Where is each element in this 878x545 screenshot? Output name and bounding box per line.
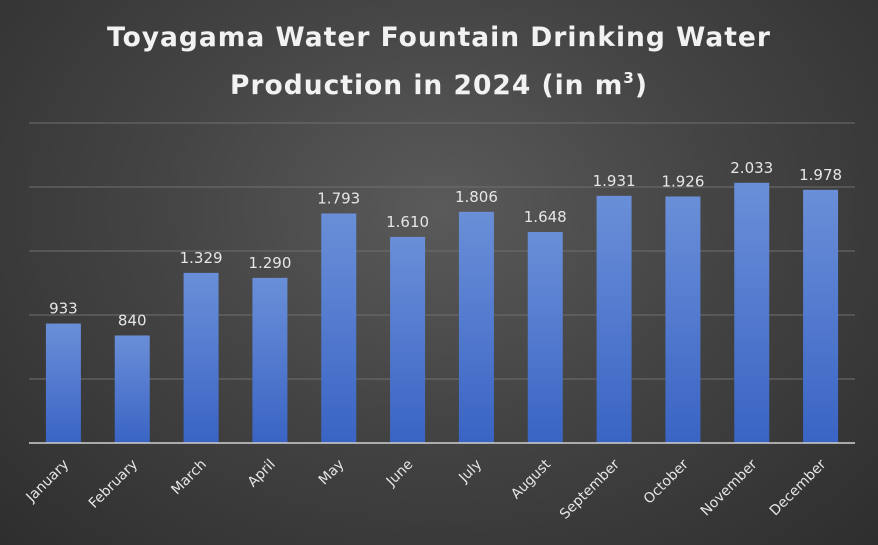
bar-june: [390, 236, 426, 443]
data-label-september: 1.931: [593, 172, 636, 190]
bar-september: [596, 195, 632, 443]
tick-label-july: July: [455, 457, 485, 487]
tick-label-september: September: [557, 456, 623, 522]
data-label-august: 1.648: [524, 208, 567, 226]
tick-label-may: May: [316, 457, 348, 489]
bar-may: [321, 213, 357, 443]
chart-title-line-2-text: Production in 2024 (in m: [230, 70, 624, 101]
bar-march: [183, 272, 219, 443]
tick-label-august: August: [508, 456, 554, 502]
data-label-april: 1.290: [248, 254, 291, 272]
tick-label-november: November: [698, 456, 761, 519]
gridlines: [29, 122, 855, 380]
bar-august: [527, 232, 563, 443]
bar-january: [45, 323, 81, 443]
tick-label-december: December: [767, 456, 830, 519]
data-label-may: 1.793: [317, 189, 360, 207]
tick-label-january: January: [23, 457, 73, 507]
bar-february: [114, 335, 150, 443]
data-label-january: 933: [49, 300, 78, 318]
data-label-june: 1.610: [386, 213, 429, 231]
tick-label-march: March: [168, 457, 209, 498]
bar-july: [458, 211, 494, 443]
chart-title-line-2-end: ): [634, 70, 648, 101]
bar-october: [665, 196, 701, 443]
chart-title-line-2: Production in 2024 (in m3): [0, 58, 878, 106]
data-label-february: 840: [118, 311, 147, 329]
data-label-march: 1.329: [180, 249, 223, 267]
bar-december: [803, 189, 839, 443]
chart-title-line-1: Toyagama Water Fountain Drinking Water: [107, 22, 771, 53]
tick-label-april: April: [245, 457, 279, 491]
tick-label-february: February: [86, 457, 141, 512]
bars: [45, 182, 839, 443]
x-axis-tick-labels: January February March April May June July Augu…: [23, 456, 830, 522]
data-labels: 933 840 1.329 1.290 1.793 1.610 1.806 1.648 1.93…: [49, 159, 842, 330]
bar-november: [734, 182, 770, 443]
chart-title: Toyagama Water Fountain Drinking Water P…: [0, 18, 878, 106]
data-label-october: 1.926: [661, 172, 704, 190]
data-label-december: 1.978: [799, 166, 842, 184]
tick-label-june: June: [383, 457, 417, 491]
chart-title-superscript: 3: [623, 69, 635, 87]
tick-label-october: October: [641, 456, 692, 507]
bar-april: [252, 277, 288, 443]
data-label-november: 2.033: [730, 159, 773, 177]
data-label-july: 1.806: [455, 188, 498, 206]
